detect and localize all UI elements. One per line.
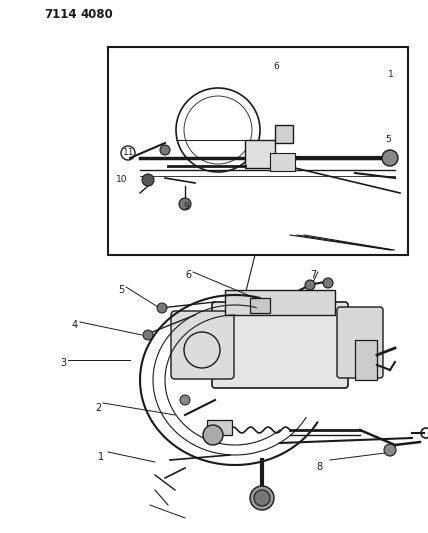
Text: 5: 5	[385, 135, 391, 144]
Circle shape	[384, 444, 396, 456]
Text: 6: 6	[273, 62, 279, 71]
Circle shape	[157, 303, 167, 313]
Bar	[108, 47, 408, 255]
Circle shape	[143, 330, 153, 340]
Circle shape	[179, 198, 191, 210]
FancyBboxPatch shape	[171, 311, 234, 379]
Circle shape	[180, 395, 190, 405]
Circle shape	[203, 425, 223, 445]
Circle shape	[254, 490, 270, 506]
Text: 4: 4	[72, 320, 78, 330]
Bar	[225, 290, 335, 315]
Text: 7114: 7114	[44, 8, 77, 21]
Circle shape	[250, 486, 274, 510]
Bar	[270, 153, 295, 171]
Circle shape	[323, 278, 333, 288]
Text: 1: 1	[98, 452, 104, 462]
Bar	[207, 420, 232, 435]
Text: 11: 11	[123, 148, 134, 157]
Text: 1: 1	[388, 70, 394, 79]
FancyBboxPatch shape	[212, 302, 348, 388]
Text: 2: 2	[95, 403, 101, 413]
Text: 4080: 4080	[80, 8, 113, 21]
Bar	[250, 298, 270, 313]
Circle shape	[160, 145, 170, 155]
Circle shape	[382, 150, 398, 166]
Text: 10: 10	[116, 175, 128, 184]
Text: 7: 7	[310, 270, 316, 280]
Circle shape	[142, 174, 154, 186]
Bar	[275, 125, 293, 143]
FancyBboxPatch shape	[337, 307, 383, 378]
Bar	[245, 140, 275, 168]
Text: 5: 5	[118, 285, 124, 295]
Text: 9: 9	[183, 202, 189, 211]
Text: 3: 3	[60, 358, 66, 368]
Circle shape	[305, 280, 315, 290]
Text: 8: 8	[316, 462, 322, 472]
Text: 6: 6	[185, 270, 191, 280]
Bar	[355, 340, 377, 380]
